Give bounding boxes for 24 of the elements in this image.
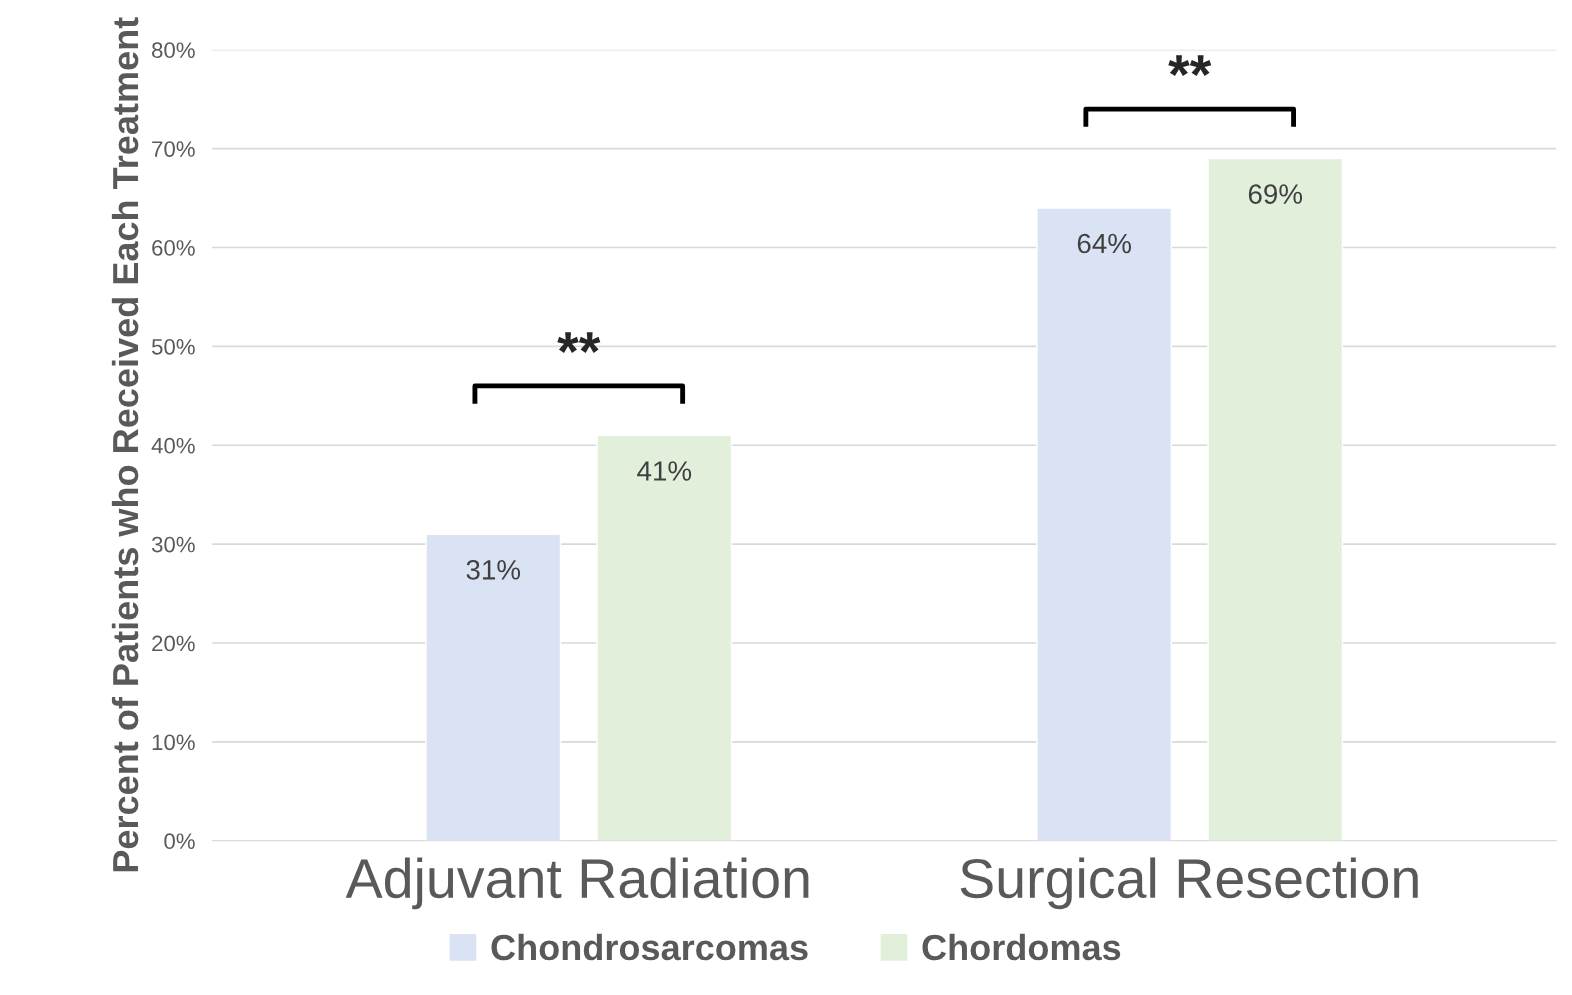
y-tick-label: 40%	[151, 437, 195, 454]
y-tick-label: 80%	[152, 42, 195, 59]
bar	[596, 434, 733, 841]
annotation: **	[557, 332, 601, 353]
annotation: **	[1168, 55, 1212, 77]
legend-label: Chondrosarcomas	[491, 933, 808, 961]
y-tick-label: 10%	[152, 734, 195, 751]
bar	[1036, 207, 1173, 841]
y-tick-label: 70%	[152, 141, 195, 157]
y-tick-label: 30%	[151, 536, 195, 553]
y-tick-label: 0%	[164, 833, 195, 850]
y-axis-title: Percent of Patients who Received Each Treatment	[111, 17, 139, 872]
y-tick-label: 60%	[152, 240, 195, 256]
data-label: 64%	[1077, 233, 1131, 254]
y-tick-label: 50%	[151, 338, 195, 355]
bar	[1207, 157, 1344, 841]
y-tick-label: 20%	[152, 635, 195, 652]
x-tick-label: Surgical Resection	[960, 857, 1418, 910]
data-label: 69%	[1248, 184, 1303, 204]
data-label: 41%	[637, 461, 692, 481]
legend-label: Chordomas	[922, 933, 1121, 961]
x-tick-label: Adjuvant Radiation	[345, 857, 809, 910]
bar	[425, 533, 562, 841]
data-label: 31%	[466, 559, 521, 580]
